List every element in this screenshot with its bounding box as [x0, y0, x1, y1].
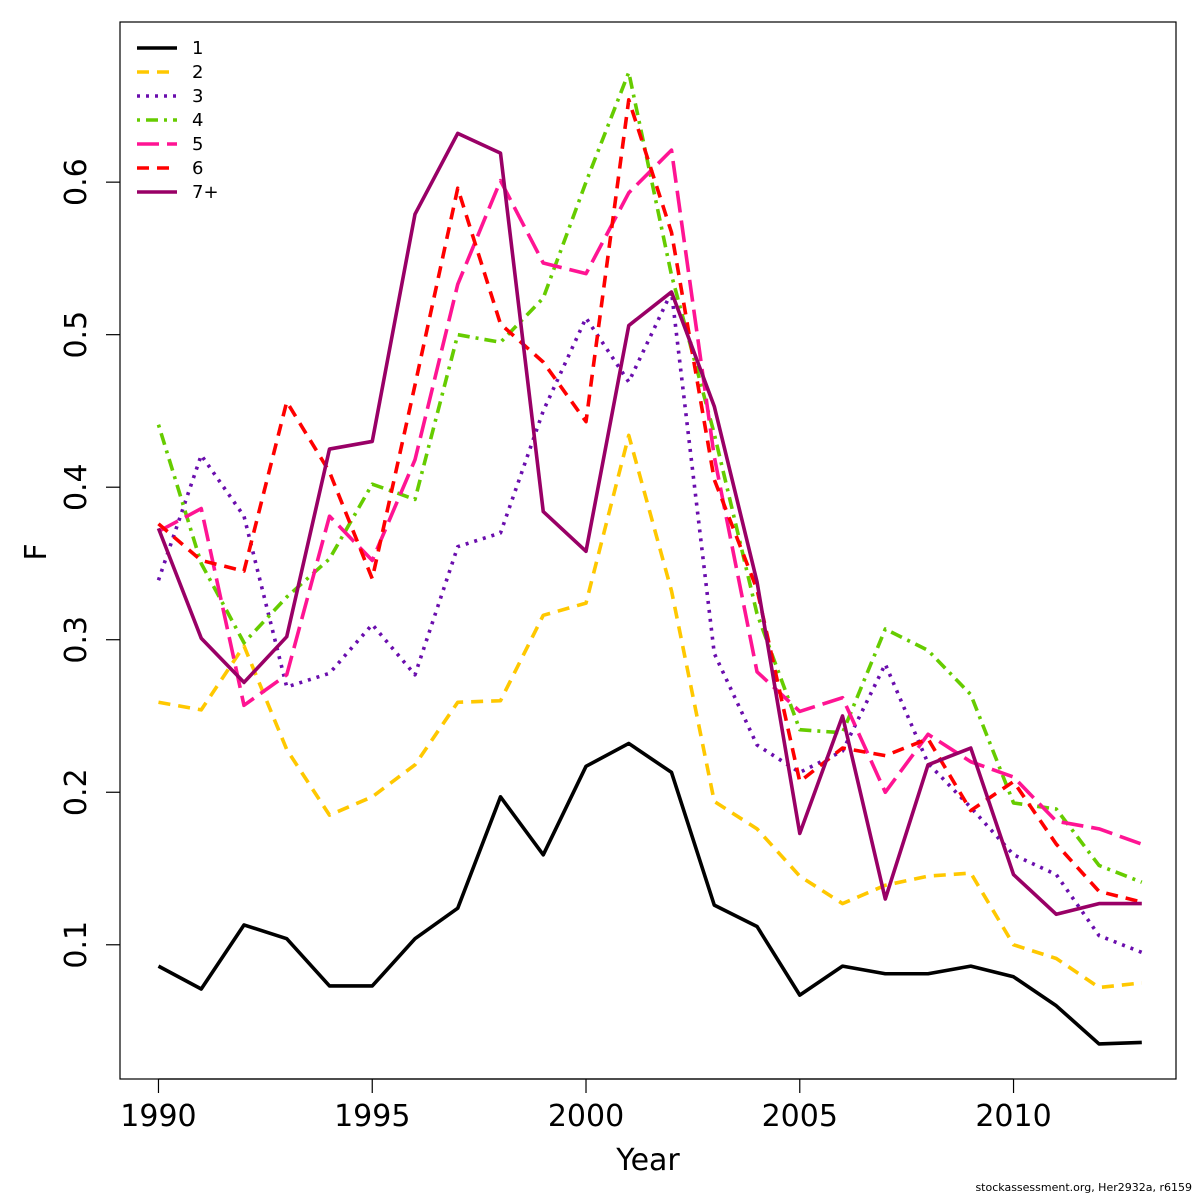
x-tick-label: 2000	[548, 1099, 624, 1134]
legend-label-2: 2	[192, 62, 203, 83]
y-tick-label: 0.3	[59, 616, 94, 664]
x-tick-label: 1990	[120, 1099, 196, 1134]
series-line-2	[158, 433, 1142, 990]
y-tick-label: 0.6	[59, 158, 94, 206]
series-line-7	[156, 131, 1142, 917]
credit-text: stockassessment.org, Her2932a, r6159	[975, 1181, 1192, 1194]
x-axis-title: Year	[615, 1143, 680, 1178]
y-axis: 0.1 0.2 0.3 0.4 0.5 0.6	[59, 158, 120, 969]
legend-label-7: 7+	[192, 182, 219, 203]
legend-label-3: 3	[192, 86, 203, 107]
y-tick-label: 0.4	[59, 463, 94, 511]
legend: 1 2 3 4 5 6 7+	[137, 38, 219, 203]
legend-label-6: 6	[192, 158, 203, 179]
legend-label-5: 5	[192, 134, 203, 155]
legend-label-4: 4	[192, 110, 203, 131]
x-axis: 1990 1995 2000 2005 2010	[120, 1078, 1052, 1134]
x-tick-label: 1995	[334, 1099, 410, 1134]
y-tick-label: 0.2	[59, 768, 94, 816]
series-layer	[156, 70, 1143, 1046]
y-tick-label: 0.1	[59, 921, 94, 969]
x-tick-label: 2010	[975, 1099, 1051, 1134]
series-line-4	[156, 70, 1143, 884]
series-line-1	[157, 741, 1142, 1046]
series-line-6	[157, 97, 1143, 904]
y-axis-title: F	[19, 543, 54, 560]
y-tick-label: 0.5	[59, 311, 94, 359]
plot-frame	[119, 21, 1177, 1080]
series-line-3	[156, 290, 1143, 955]
series-line-5	[157, 148, 1143, 846]
legend-label-1: 1	[192, 38, 203, 59]
x-tick-label: 2005	[762, 1099, 838, 1134]
